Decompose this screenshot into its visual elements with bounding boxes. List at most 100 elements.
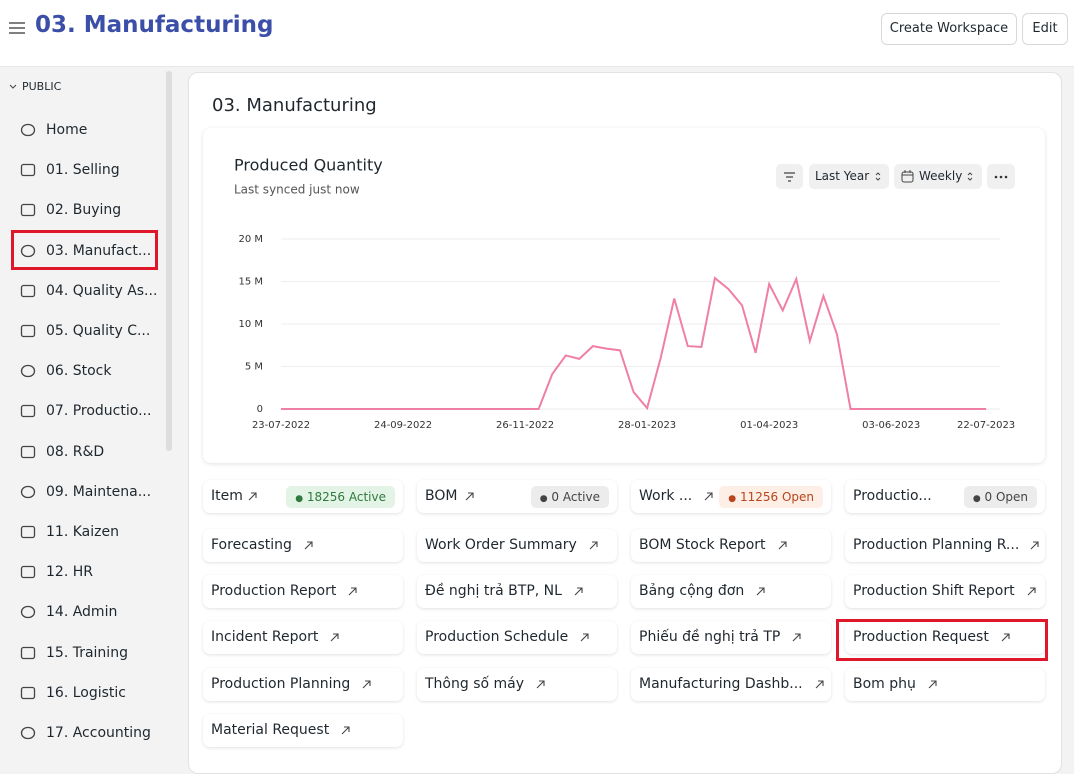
badge: ● 11256 Open <box>719 486 823 508</box>
link-icon <box>1027 587 1036 596</box>
nav-label: 14. Admin <box>46 604 118 621</box>
shortcut[interactable]: Bom phụ <box>845 667 1045 701</box>
link-icon <box>248 492 257 501</box>
number-card[interactable]: Productio... ● 0 Open <box>845 480 1045 513</box>
nav-label: 17. Accounting <box>46 725 151 741</box>
chart-title: Produced Quantity <box>234 156 383 175</box>
card-label: Work ... <box>639 488 693 504</box>
nav-icon <box>20 445 36 458</box>
nav-item[interactable]: Home <box>12 112 162 148</box>
header-title: 03. Manufacturing <box>35 12 274 38</box>
filter-button[interactable] <box>776 164 803 189</box>
shortcut[interactable]: Đề nghị trả BTP, NL <box>417 575 617 609</box>
arrow <box>1027 587 1036 596</box>
shortcut[interactable]: Production Report <box>203 575 403 609</box>
chevron <box>9 84 17 89</box>
nav-icon <box>20 566 36 579</box>
button[interactable]: Create Workspace <box>881 13 1017 45</box>
nav-item[interactable]: 01. Selling <box>12 152 162 188</box>
more-button[interactable] <box>987 164 1015 189</box>
shortcut[interactable]: Thông số máy <box>417 667 617 701</box>
nav-item[interactable]: 09. Maintena... <box>12 474 162 510</box>
nav-icon <box>20 525 36 539</box>
x-tick-label: 23-07-2022 <box>252 420 310 431</box>
shortcut[interactable]: Bảng cộng đơn <box>631 575 831 609</box>
shortcut-label: BOM Stock Report <box>639 537 766 553</box>
menu-icon[interactable] <box>9 21 25 35</box>
link-icon <box>362 680 371 688</box>
arrow <box>704 492 713 501</box>
interval-select[interactable]: Weekly <box>894 164 982 189</box>
shortcut-label: Work Order Summary <box>425 537 577 553</box>
shortcut[interactable]: Phiếu đề nghị trả TP <box>631 621 831 655</box>
nav-item[interactable]: 02. Buying <box>12 192 162 228</box>
data-line <box>281 275 987 411</box>
link-icon <box>792 633 801 642</box>
shortcut[interactable]: Incident Report <box>203 621 403 655</box>
shortcut[interactable]: Production Planning R... <box>845 529 1045 562</box>
icon-shape <box>20 445 36 458</box>
nav-label: 07. Productio... <box>46 403 152 420</box>
nav-item[interactable]: 16. Logistic <box>12 675 162 711</box>
link-icon <box>330 633 339 642</box>
number-card[interactable]: BOM ● 0 Active <box>417 480 617 513</box>
badge-text: 0 Open <box>984 490 1029 504</box>
nav-item[interactable]: 14. Admin <box>12 594 162 630</box>
nav-item[interactable]: 08. R&D <box>12 434 162 470</box>
link-icon <box>341 726 350 735</box>
shortcut[interactable]: Forecasting <box>203 529 403 562</box>
shortcut-label: Production Schedule <box>425 629 569 646</box>
nav-icon <box>20 123 36 137</box>
header: 03. Manufacturing Create Workspace Edit <box>0 0 1074 67</box>
chart-subtitle: Last synced just now <box>234 183 360 197</box>
nav-item[interactable]: 04. Quality As... <box>12 273 162 309</box>
shortcut-label: Phiếu đề nghị trả TP <box>639 629 781 646</box>
arrow <box>1030 541 1039 550</box>
link-icon <box>778 541 787 550</box>
number-card[interactable]: Item ● 18256 Active <box>203 480 403 513</box>
shortcut[interactable]: Manufacturing Dashb... <box>631 667 831 701</box>
shortcut[interactable]: Work Order Summary <box>417 529 617 562</box>
arrow <box>362 680 371 688</box>
shortcut[interactable]: Production Shift Report <box>845 575 1045 609</box>
range-select[interactable]: Last Year <box>809 164 889 189</box>
arrow <box>928 680 937 688</box>
number-card[interactable]: Work ... ● 11256 Open <box>631 480 831 513</box>
nav-label: 11. Kaizen <box>46 524 119 540</box>
shortcut-label: Forecasting <box>211 537 292 553</box>
nav-item[interactable]: 07. Productio... <box>12 393 162 429</box>
badge: ● 0 Open <box>963 486 1037 508</box>
shortcut[interactable]: Production Planning <box>203 667 403 701</box>
button[interactable]: Edit <box>1022 13 1068 45</box>
link-icon <box>580 633 589 642</box>
link-icon <box>704 492 713 501</box>
nav-item[interactable]: 17. Accounting <box>12 715 162 751</box>
icon-shape <box>20 405 36 418</box>
arrow <box>589 541 598 550</box>
shortcut[interactable]: Material Request <box>203 713 403 747</box>
nav-label: 08. R&D <box>46 443 105 460</box>
badge: ● 18256 Active <box>286 486 395 508</box>
nav-item[interactable]: 06. Stock <box>12 353 162 389</box>
badge-text: 18256 Active <box>306 490 386 504</box>
scrollbar <box>166 71 172 451</box>
shortcut[interactable]: BOM Stock Report <box>631 529 831 562</box>
arrow <box>580 633 589 642</box>
nav-item[interactable]: 11. Kaizen <box>12 514 162 550</box>
nav-item[interactable]: 05. Quality C... <box>12 313 162 349</box>
nav-label: 15. Training <box>46 644 128 661</box>
y-tick-label: 5 M <box>245 362 263 373</box>
x-tick-label: 22-07-2023 <box>957 420 1015 431</box>
shortcut-label: Production Shift Report <box>853 583 1015 600</box>
nav-item[interactable]: 15. Training <box>12 635 162 671</box>
shortcut[interactable]: Production Request <box>845 621 1045 655</box>
nav-icon <box>20 284 36 297</box>
link-icon <box>589 541 598 550</box>
shortcut-label: Bảng cộng đơn <box>639 583 745 600</box>
shortcut[interactable]: Production Schedule <box>417 621 617 655</box>
nav-item[interactable]: 03. Manufact... <box>12 233 162 269</box>
shortcut-label: Production Request <box>853 629 989 646</box>
nav-item[interactable]: 12. HR <box>12 554 162 590</box>
link-icon <box>756 587 765 596</box>
